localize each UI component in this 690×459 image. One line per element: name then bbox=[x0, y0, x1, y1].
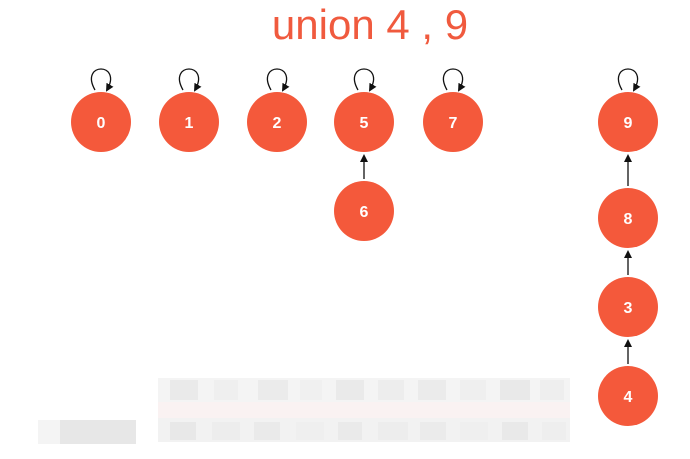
node-circle bbox=[247, 92, 307, 152]
node-label: 5 bbox=[360, 115, 369, 132]
node-5: 5 bbox=[334, 92, 394, 152]
node-8: 8 bbox=[598, 188, 658, 248]
node-2: 2 bbox=[247, 92, 307, 152]
node-circle bbox=[334, 181, 394, 241]
node-label: 6 bbox=[360, 204, 369, 221]
node-circle bbox=[598, 188, 658, 248]
self-loop-n9 bbox=[617, 68, 641, 92]
self-loop-n0 bbox=[90, 68, 114, 92]
self-loops-layer bbox=[90, 68, 641, 92]
node-0: 0 bbox=[71, 92, 131, 152]
self-loop-n7 bbox=[442, 68, 466, 92]
self-loop-n2 bbox=[266, 68, 290, 92]
node-1: 1 bbox=[159, 92, 219, 152]
node-7: 7 bbox=[423, 92, 483, 152]
node-circle bbox=[334, 92, 394, 152]
node-label: 0 bbox=[97, 115, 106, 132]
diagram-title: union 4 , 9 bbox=[271, 1, 469, 48]
node-4: 4 bbox=[598, 366, 658, 426]
node-label: 8 bbox=[624, 211, 633, 228]
nodes-layer: 0 1 2 5 7 9 6 8 3 4 bbox=[71, 92, 658, 426]
node-6: 6 bbox=[334, 181, 394, 241]
node-label: 2 bbox=[273, 115, 282, 132]
node-circle bbox=[423, 92, 483, 152]
node-label: 9 bbox=[624, 115, 633, 132]
edges-layer bbox=[360, 154, 632, 364]
node-circle bbox=[598, 277, 658, 337]
node-circle bbox=[71, 92, 131, 152]
node-label: 1 bbox=[185, 115, 194, 132]
node-label: 7 bbox=[449, 115, 458, 132]
node-label: 3 bbox=[624, 300, 633, 317]
self-loop-n1 bbox=[178, 68, 202, 92]
self-loop-n5 bbox=[353, 68, 377, 92]
node-circle bbox=[598, 92, 658, 152]
node-circle bbox=[159, 92, 219, 152]
node-circle bbox=[598, 366, 658, 426]
node-label: 4 bbox=[624, 389, 633, 406]
node-9: 9 bbox=[598, 92, 658, 152]
node-3: 3 bbox=[598, 277, 658, 337]
